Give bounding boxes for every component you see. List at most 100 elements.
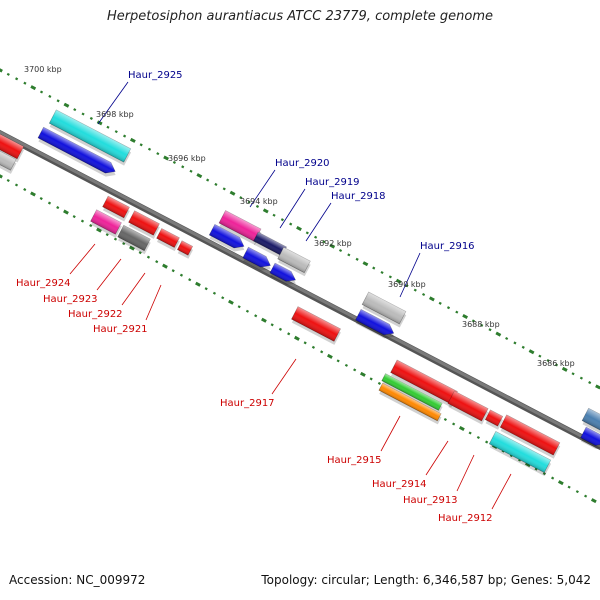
major-tick <box>528 349 535 355</box>
feature-sheen <box>582 408 600 432</box>
minor-tick <box>347 253 351 257</box>
minor-tick <box>39 90 44 94</box>
feature-sheen <box>156 228 180 248</box>
minor-tick <box>546 358 550 363</box>
major-tick <box>495 331 502 337</box>
minor-tick <box>322 240 326 244</box>
minor-tick <box>287 332 291 336</box>
minor-tick <box>567 485 571 489</box>
gene-feature <box>269 262 296 285</box>
gene-feature <box>361 291 407 328</box>
minor-tick <box>305 231 309 235</box>
minor-tick <box>222 187 226 191</box>
minor-tick <box>443 417 447 422</box>
minor-tick <box>584 494 588 498</box>
minor-tick <box>575 490 579 494</box>
feature-sheen <box>378 383 442 421</box>
feature-sheen <box>102 196 130 218</box>
scale-ticks-outer <box>0 68 600 390</box>
feature-sheen <box>277 247 311 273</box>
minor-tick <box>446 306 451 310</box>
feature-sheen <box>37 127 116 174</box>
gene-feature <box>447 390 489 425</box>
minor-tick <box>139 143 143 147</box>
minor-tick <box>80 219 85 223</box>
feature-sheen <box>489 431 551 473</box>
major-tick <box>163 155 170 161</box>
major-tick <box>395 278 402 284</box>
minor-tick <box>47 201 52 205</box>
gene-label: Haur_2925 <box>128 70 183 81</box>
gene-label: Haur_2918 <box>331 191 386 202</box>
minor-tick <box>509 454 513 458</box>
major-tick <box>129 137 136 143</box>
minor-tick <box>579 376 583 380</box>
minor-tick <box>471 319 475 323</box>
major-tick <box>96 120 103 126</box>
gene-feature <box>37 126 116 177</box>
minor-tick <box>468 431 472 435</box>
feature-sheen <box>177 240 193 256</box>
scale-label: 3696 kbp <box>168 154 206 163</box>
minor-tick <box>542 472 546 476</box>
major-tick <box>229 190 236 196</box>
minor-tick <box>23 187 27 192</box>
minor-tick <box>452 422 456 426</box>
major-tick <box>262 208 269 214</box>
backbone-highlight <box>0 130 600 448</box>
minor-tick <box>221 296 225 300</box>
minor-tick <box>571 372 575 376</box>
minor-tick <box>534 467 538 471</box>
feature-sheen <box>0 125 24 159</box>
major-tick <box>0 68 3 73</box>
feature-sheen <box>209 224 244 248</box>
minor-tick <box>336 359 340 363</box>
minor-tick <box>39 197 43 201</box>
minor-tick <box>172 160 176 164</box>
gene-label: Haur_2923 <box>43 294 98 305</box>
minor-tick <box>303 341 307 345</box>
minor-tick <box>388 275 392 279</box>
gene-label: Haur_2913 <box>403 495 458 506</box>
gene-feature <box>580 426 600 450</box>
minor-tick <box>89 116 93 120</box>
scale-label: 3700 kbp <box>24 65 62 74</box>
gene-label: Haur_2921 <box>93 324 148 335</box>
minor-tick <box>372 266 376 270</box>
minor-tick <box>377 381 381 385</box>
minor-tick <box>189 169 193 173</box>
minor-tick <box>476 435 480 440</box>
gene-feature <box>156 228 180 252</box>
major-tick <box>362 261 369 267</box>
minor-tick <box>23 81 27 85</box>
scale-label: 3688 kbp <box>462 320 500 329</box>
major-tick <box>557 480 564 486</box>
major-tick <box>63 209 69 215</box>
gene-feature <box>253 231 287 260</box>
feature-sheen <box>390 360 458 404</box>
major-tick <box>595 384 600 390</box>
major-tick <box>359 371 366 377</box>
gene-feature <box>0 145 17 174</box>
minor-tick <box>73 108 77 112</box>
minor-tick <box>538 354 542 358</box>
minor-tick <box>6 72 10 76</box>
feature-sheen <box>381 373 443 411</box>
leader-line <box>491 473 512 510</box>
minor-tick <box>114 130 118 134</box>
minor-tick <box>122 242 126 246</box>
feature-sheen <box>269 263 296 282</box>
feature-sheen <box>253 232 287 256</box>
leader-line <box>96 258 122 291</box>
minor-tick <box>521 345 525 349</box>
gene-feature <box>48 109 132 166</box>
gene-feature <box>381 373 443 414</box>
feature-sheen <box>242 247 271 268</box>
leader-line <box>271 358 297 395</box>
feature-sheen <box>219 210 261 242</box>
minor-tick <box>89 224 93 228</box>
minor-tick <box>156 152 160 156</box>
label-leader-lines <box>69 81 512 510</box>
minor-tick <box>518 458 522 462</box>
